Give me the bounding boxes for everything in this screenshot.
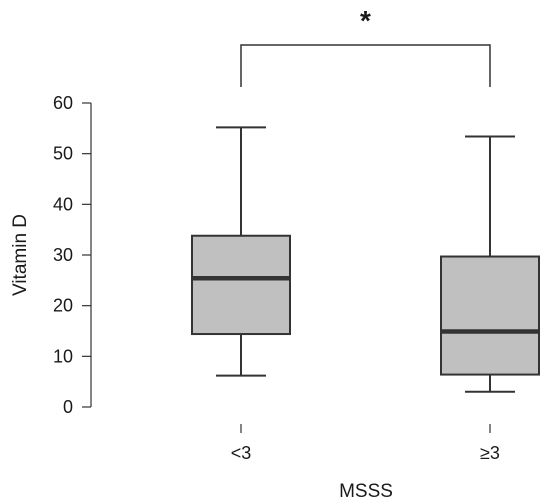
y-tick-label: 60 xyxy=(53,93,73,113)
iqr-box xyxy=(440,255,540,376)
box-2 xyxy=(440,135,540,393)
significance-label: * xyxy=(360,5,371,36)
box-group xyxy=(191,126,540,393)
y-tick-label: 30 xyxy=(53,245,73,265)
box-1 xyxy=(191,126,291,377)
y-tick-label: 40 xyxy=(53,194,73,214)
y-tick-label: 0 xyxy=(63,397,73,417)
x-axis-title: MSSS xyxy=(339,481,393,502)
y-axis: 0 10 20 30 40 50 60 xyxy=(53,93,92,417)
y-tick-label: 20 xyxy=(53,296,73,316)
x-axis: <3 ≥3 xyxy=(231,424,500,463)
significance-bracket xyxy=(240,44,491,87)
x-tick-label: ≥3 xyxy=(480,443,500,463)
y-tick-label: 50 xyxy=(53,144,73,164)
y-tick-label: 10 xyxy=(53,346,73,366)
significance-annotation: * xyxy=(240,5,491,87)
y-axis-title: Vitamin D xyxy=(10,214,31,296)
x-tick-label: <3 xyxy=(231,443,252,463)
iqr-box xyxy=(191,234,291,336)
